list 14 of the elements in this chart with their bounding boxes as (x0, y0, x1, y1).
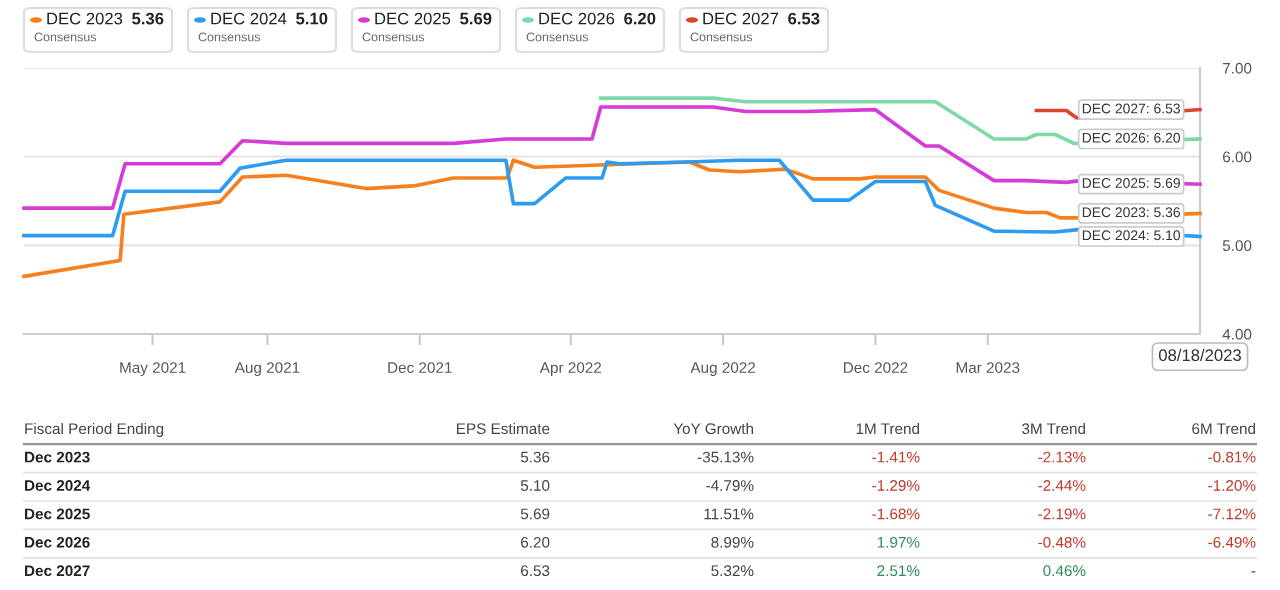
legend-label: DEC 2026 (539, 12, 615, 25)
text: 5.69 (460, 12, 492, 25)
line-series (22, 158, 1202, 239)
line-series (22, 158, 1202, 279)
text: 08/18/2023 (1158, 348, 1241, 362)
line-series (22, 105, 1202, 210)
legend-label: DEC 2024 (211, 12, 287, 25)
text: 5.10 (296, 12, 328, 25)
text: 6.20 (624, 12, 656, 25)
text: 6.53 (788, 12, 820, 25)
legend-label: DEC 2023 (47, 12, 123, 25)
text: 5.36 (132, 12, 164, 25)
legend-label: DEC 2025 (375, 12, 451, 25)
legend-label: DEC 2027 (703, 12, 779, 25)
